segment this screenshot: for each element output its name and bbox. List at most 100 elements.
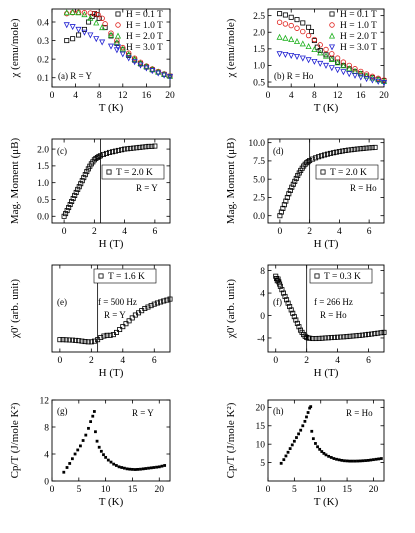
data-point: [134, 145, 140, 151]
data-point: [76, 184, 82, 190]
data-point: [280, 205, 286, 211]
data-point: [110, 149, 116, 155]
data-point: [64, 38, 70, 44]
data-point: [73, 189, 79, 195]
data-point: [82, 172, 88, 178]
data-point: [81, 11, 88, 18]
data-point: [320, 450, 324, 453]
series-H = 2.0 T: [276, 33, 388, 84]
data-point: [287, 304, 293, 310]
legend-marker: [320, 169, 326, 175]
data-point: [289, 184, 295, 190]
legend-box: [309, 268, 373, 284]
panel-tag: (a) R = Y: [58, 71, 92, 81]
y-axis-label: Cp/T (J/mole K²): [9, 402, 21, 478]
x-tick-label: 5: [292, 485, 297, 495]
data-point: [166, 74, 174, 81]
data-point: [356, 459, 360, 463]
data-point: [63, 211, 69, 217]
data-point: [125, 51, 132, 57]
data-point: [109, 460, 113, 464]
y-tick-label: 0: [260, 312, 265, 322]
series-T = 2.0 K: [277, 144, 378, 219]
data-point: [324, 151, 330, 157]
x-tick-label: 2: [89, 356, 94, 366]
data-point: [336, 149, 342, 155]
data-point: [81, 10, 88, 16]
data-point: [364, 459, 367, 462]
data-point: [346, 62, 352, 69]
data-point: [81, 439, 85, 442]
data-point: [117, 327, 123, 333]
legend-marker: [106, 169, 112, 175]
panel-tag: (h): [273, 406, 284, 416]
data-point: [307, 158, 313, 164]
data-point: [294, 25, 300, 31]
data-point: [149, 466, 153, 470]
data-point: [125, 55, 132, 62]
x-tick-label: 0: [278, 227, 283, 237]
x-axis-label: T (K): [99, 496, 124, 508]
data-point: [292, 178, 298, 184]
legend-label: T = 2.0 K: [116, 168, 153, 178]
data-point: [292, 439, 296, 443]
data-point: [79, 178, 85, 184]
data-point: [103, 150, 109, 156]
data-point: [161, 70, 168, 77]
legend-marker: [114, 44, 122, 51]
data-point: [114, 464, 118, 467]
series-data: [279, 405, 383, 465]
data-point: [309, 405, 313, 409]
data-point: [344, 334, 350, 340]
data-point: [329, 51, 335, 57]
data-point: [357, 146, 363, 152]
y-axis-label: χ0' (arb. unit): [9, 279, 21, 339]
data-point: [306, 24, 312, 30]
data-point: [125, 146, 131, 152]
plot-frame: [267, 8, 385, 88]
data-point: [89, 420, 93, 423]
data-point: [57, 337, 63, 343]
x-tick-label: 20: [165, 91, 175, 101]
data-point: [102, 21, 108, 27]
data-point: [328, 65, 335, 72]
panel-e: 0 2 4 6 H (T) χ0' (arb. unit) (e) f = 500 Hz R =…: [9, 264, 173, 379]
y-tick-label: 7.5: [253, 157, 265, 167]
data-point: [154, 300, 160, 306]
data-point: [296, 170, 302, 176]
data-point: [131, 145, 137, 151]
data-point: [107, 31, 115, 38]
legend-marker: [328, 44, 336, 51]
data-point: [307, 335, 313, 341]
data-point: [299, 55, 306, 62]
data-point: [340, 62, 347, 69]
data-point: [126, 318, 132, 324]
data-point: [295, 436, 298, 439]
data-point: [283, 198, 289, 204]
data-point: [303, 419, 307, 423]
series-T = 0.3 K: [273, 273, 387, 342]
data-point: [375, 75, 381, 82]
plot-frame: [51, 399, 171, 482]
panel-tag: (e): [57, 297, 67, 307]
data-point: [95, 439, 99, 443]
data-point: [294, 17, 300, 23]
data-point: [94, 154, 100, 160]
data-point: [337, 458, 341, 462]
x-tick-label: 10: [316, 485, 326, 495]
data-point: [75, 186, 81, 192]
data-point: [366, 145, 372, 151]
data-point: [87, 426, 90, 430]
data-point: [133, 468, 137, 471]
data-point: [341, 334, 347, 340]
data-point: [322, 52, 330, 59]
data-point: [157, 465, 161, 469]
legend-box: [93, 268, 157, 284]
data-point: [357, 70, 364, 77]
data-point: [350, 333, 356, 339]
data-point: [84, 433, 88, 437]
data-point: [362, 332, 368, 338]
data-point: [317, 47, 323, 53]
x-tick-label: 6: [152, 356, 157, 366]
data-point: [282, 34, 289, 41]
